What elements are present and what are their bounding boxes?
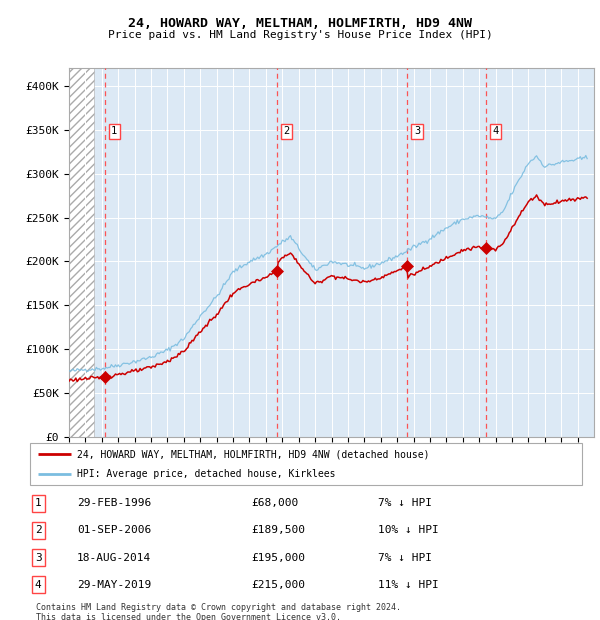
Text: 29-FEB-1996: 29-FEB-1996	[77, 498, 151, 508]
Text: 7% ↓ HPI: 7% ↓ HPI	[378, 552, 432, 562]
Text: 24, HOWARD WAY, MELTHAM, HOLMFIRTH, HD9 4NW (detached house): 24, HOWARD WAY, MELTHAM, HOLMFIRTH, HD9 …	[77, 450, 430, 459]
Text: £195,000: £195,000	[251, 552, 305, 562]
Text: 10% ↓ HPI: 10% ↓ HPI	[378, 526, 439, 536]
Text: 4: 4	[35, 580, 41, 590]
Text: £68,000: £68,000	[251, 498, 298, 508]
Text: £189,500: £189,500	[251, 526, 305, 536]
Text: 2: 2	[35, 526, 41, 536]
Text: 1: 1	[111, 126, 118, 136]
Text: 4: 4	[493, 126, 499, 136]
Text: 3: 3	[35, 552, 41, 562]
Text: £215,000: £215,000	[251, 580, 305, 590]
Text: 7% ↓ HPI: 7% ↓ HPI	[378, 498, 432, 508]
Text: 3: 3	[414, 126, 420, 136]
Text: 1: 1	[35, 498, 41, 508]
Text: 11% ↓ HPI: 11% ↓ HPI	[378, 580, 439, 590]
FancyBboxPatch shape	[30, 443, 582, 485]
Text: Contains HM Land Registry data © Crown copyright and database right 2024.: Contains HM Land Registry data © Crown c…	[36, 603, 401, 612]
Text: 29-MAY-2019: 29-MAY-2019	[77, 580, 151, 590]
Text: 24, HOWARD WAY, MELTHAM, HOLMFIRTH, HD9 4NW: 24, HOWARD WAY, MELTHAM, HOLMFIRTH, HD9 …	[128, 17, 472, 30]
Text: Price paid vs. HM Land Registry's House Price Index (HPI): Price paid vs. HM Land Registry's House …	[107, 30, 493, 40]
Text: This data is licensed under the Open Government Licence v3.0.: This data is licensed under the Open Gov…	[36, 613, 341, 620]
Text: 01-SEP-2006: 01-SEP-2006	[77, 526, 151, 536]
Text: HPI: Average price, detached house, Kirklees: HPI: Average price, detached house, Kirk…	[77, 469, 335, 479]
Text: 2: 2	[283, 126, 290, 136]
Bar	[69, 68, 94, 437]
Text: 18-AUG-2014: 18-AUG-2014	[77, 552, 151, 562]
